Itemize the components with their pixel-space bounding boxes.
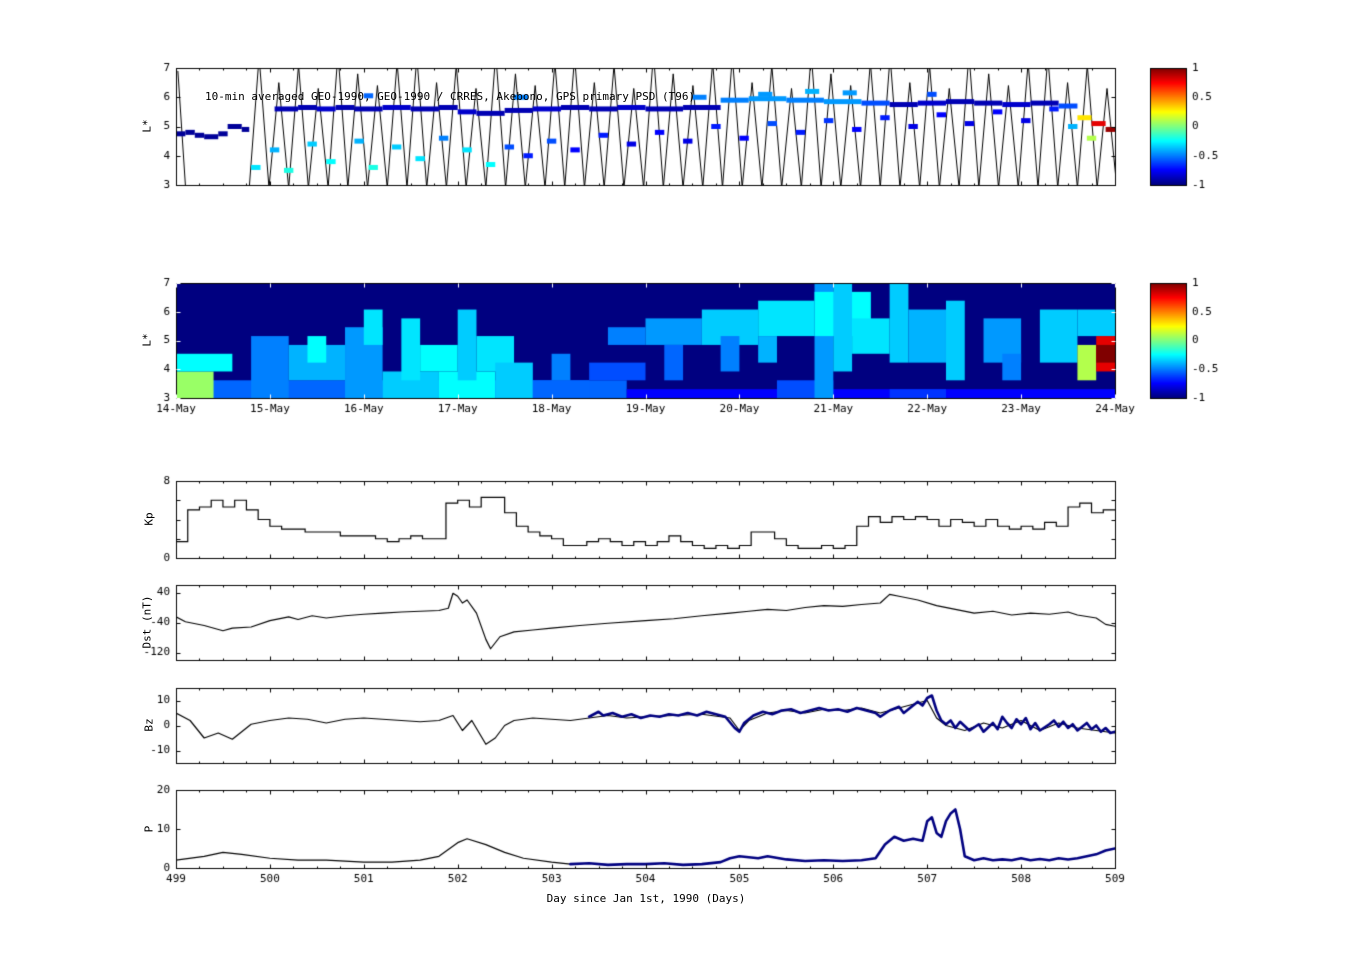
- x-axis-label: Day since Jan 1st, 1990 (Days): [546, 892, 746, 905]
- ylabel-bz: Bz: [142, 718, 156, 732]
- ylabel-psd-map: L*: [140, 333, 154, 347]
- ylabel-p: P: [142, 825, 156, 833]
- ylabel-psd-orbit: L*: [140, 119, 154, 133]
- ylabel-dst: Dst (nT): [140, 595, 154, 649]
- ylabel-kp: Kp: [142, 512, 156, 526]
- figure-title: 10-min averaged GEO-1990, GEO-1990 / CRR…: [205, 90, 696, 103]
